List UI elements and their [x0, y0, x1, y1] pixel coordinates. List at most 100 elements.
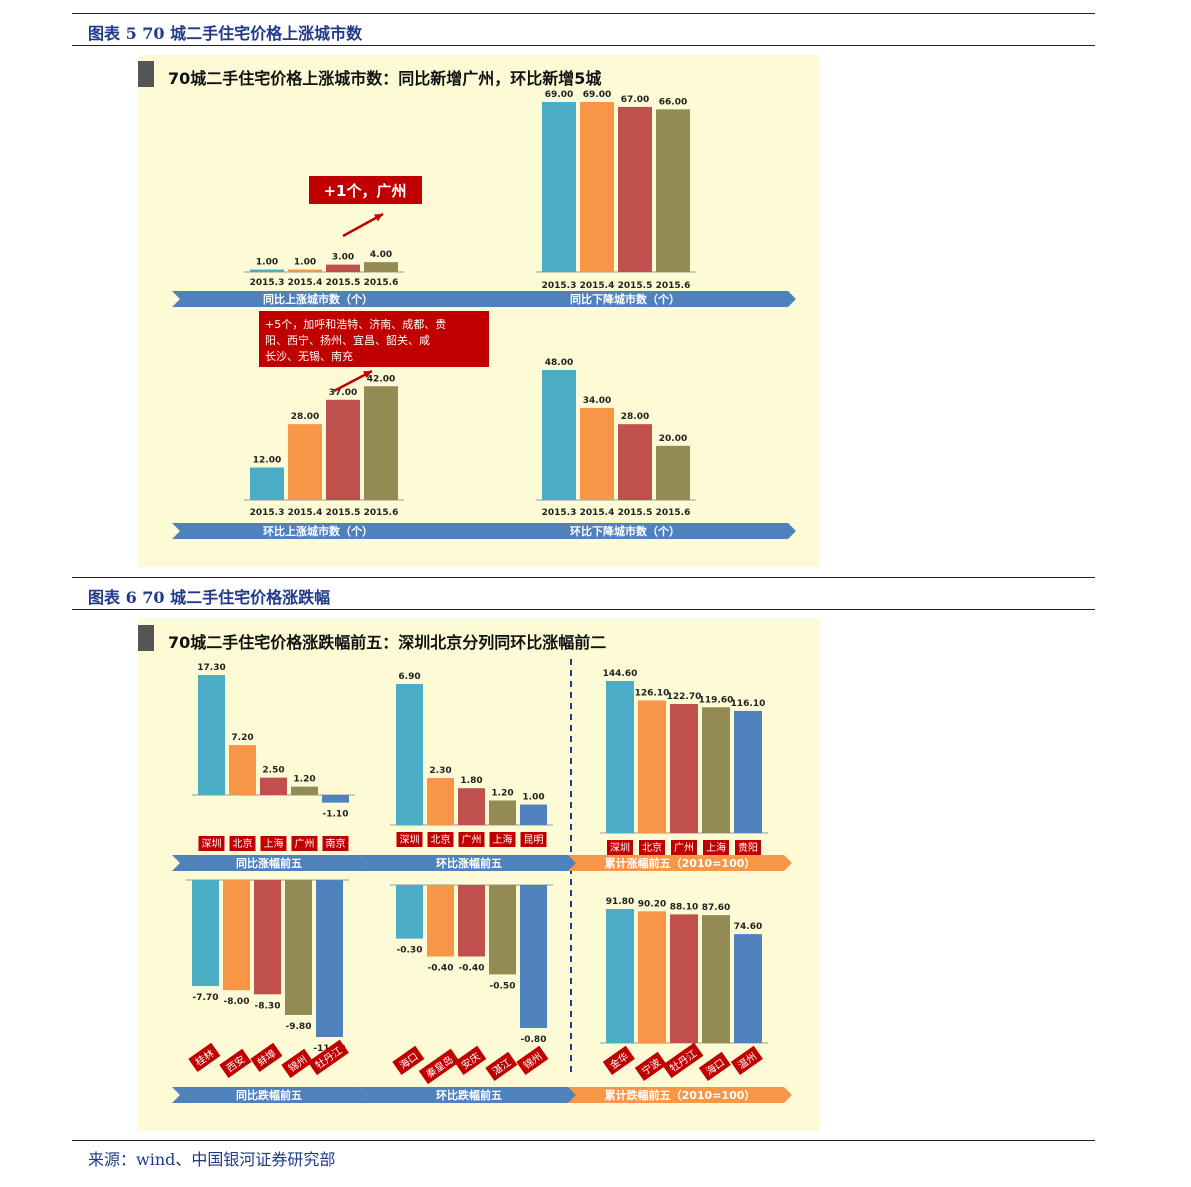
yoy-rise-top5-tick-label: 北京: [233, 837, 253, 850]
mom-rise-top5-data-label: 1.20: [491, 788, 513, 798]
mom-fall-top5-bar: [396, 885, 423, 939]
cum-rise-top5-bar: [702, 707, 730, 833]
figure5-caption-rule: [72, 45, 1095, 46]
mom-up-band-label: 环比上涨城市数（个）: [263, 524, 373, 538]
yoy-down-tick-label: 2015.5: [618, 281, 653, 291]
mom-up-data-label: 42.00: [367, 374, 395, 384]
cum-rise-top5-data-label: 126.10: [635, 688, 670, 698]
yoy-rise-top5-band-label: 同比涨幅前五: [236, 856, 302, 870]
yoy-down-bar: [618, 106, 652, 272]
yoy-rise-top5-tick-label: 南京: [326, 837, 346, 850]
mom-up-tick-label: 2015.5: [326, 508, 361, 518]
mom-fall-top5-bar: [458, 885, 485, 957]
yoy-rise-top5-data-label: -1.10: [323, 810, 349, 820]
yoy-down-data-label: 69.00: [583, 90, 611, 100]
yoy-down-data-label: 67.00: [621, 95, 649, 105]
figure5-title-mark: [138, 61, 154, 87]
mom-fall-top5-tick-group: 秦皇岛: [418, 1048, 460, 1085]
callout-mom-text: 长沙、无锡、南充: [265, 349, 353, 363]
cum-fall-top5-bar: [734, 934, 762, 1043]
yoy-fall-top5-data-label: -7.70: [193, 993, 219, 1003]
yoy-rise-top5-bar: [322, 795, 349, 803]
yoy-up-band: [172, 291, 464, 307]
mom-fall-top5-data-label: -0.30: [397, 946, 423, 956]
mom-down-band-label: 环比下降城市数（个）: [570, 524, 680, 538]
callout-mom-text: 阳、西宁、扬州、宜昌、韶关、咸: [265, 333, 430, 347]
cum-rise-top5-data-label: 144.60: [603, 669, 638, 679]
cum-fall-top5-bar: [606, 909, 634, 1043]
mom-up-bar: [326, 399, 360, 500]
yoy-fall-top5-band: [172, 1087, 366, 1103]
mom-down-data-label: 28.00: [621, 412, 649, 422]
cum-rise-top5-tick-label: 广州: [674, 842, 694, 854]
yoy-rise-top5-data-label: 7.20: [231, 733, 253, 743]
figure5-panel: 70城二手住宅价格上涨城市数：同比新增广州，环比新增5城 1.00 2015.3 1…: [138, 55, 820, 567]
yoy-fall-top5-tick-box: [307, 1039, 349, 1076]
mom-rise-top5-tick-box: [396, 832, 423, 847]
yoy-fall-top5-tick-group: 桂林: [188, 1042, 221, 1072]
mom-rise-top5-band: [358, 855, 580, 871]
figure6-caption-rule: [72, 609, 1095, 610]
cum-rise-top5-tick-label: 上海: [706, 841, 726, 854]
mom-down-data-label: 34.00: [583, 396, 611, 406]
bottom-rule: [72, 1140, 1095, 1141]
mom-fall-top5-bar: [489, 885, 516, 975]
yoy-down-tick-label: 2015.3: [542, 281, 577, 291]
cum-rise-top5-band-label: 累计涨幅前五（2010=100）: [605, 856, 756, 870]
yoy-rise-top5-tick-box: [322, 836, 349, 851]
mom-up-tick-label: 2015.6: [364, 508, 399, 518]
cum-rise-top5-bar: [606, 681, 634, 833]
figure6-panel-title: 70城二手住宅价格涨跌幅前五：深圳北京分列同环比涨幅前二: [168, 633, 607, 652]
mom-down-bar: [580, 407, 614, 500]
mom-fall-top5-data-label: -0.80: [521, 1035, 547, 1045]
mom-fall-top5-band: [358, 1087, 580, 1103]
mom-rise-top5-data-label: 2.30: [429, 766, 451, 776]
yoy-rise-top5-tick-box: [198, 836, 225, 851]
cum-fall-top5-band: [568, 1087, 792, 1103]
figure6-panel: 70城二手住宅价格涨跌幅前五：深圳北京分列同环比涨幅前二 17.30 深圳 7.20…: [138, 619, 820, 1131]
yoy-rise-top5-band: [172, 855, 366, 871]
callout-yoy-text: +1个，广州: [323, 182, 406, 200]
mom-rise-top5-bar: [489, 800, 516, 825]
cum-fall-top5-bar: [702, 915, 730, 1043]
yoy-rise-top5-tick-box: [260, 836, 287, 851]
mom-rise-top5-tick-label: 深圳: [400, 834, 420, 846]
yoy-fall-top5-band-label: 同比跌幅前五: [236, 1088, 302, 1102]
yoy-up-tick-label: 2015.3: [250, 278, 285, 288]
cum-rise-top5-data-label: 116.10: [731, 699, 766, 709]
yoy-rise-top5-tick-label: 广州: [295, 838, 315, 850]
mom-rise-top5-tick-label: 北京: [431, 833, 451, 846]
yoy-down-bar: [580, 102, 614, 272]
yoy-fall-top5-data-label: -8.00: [224, 997, 250, 1007]
yoy-fall-top5-tick-box: [188, 1042, 221, 1072]
figure6-title-mark: [138, 625, 154, 651]
cum-fall-top5-tick-box: [634, 1051, 667, 1081]
mom-down-tick-label: 2015.5: [618, 508, 653, 518]
yoy-down-band: [454, 291, 796, 307]
yoy-rise-top5-bar: [198, 675, 225, 795]
cum-fall-top5-tick-group: 牡丹江: [662, 1042, 704, 1079]
mom-rise-top5-bar: [396, 684, 423, 825]
yoy-down-bar: [542, 102, 576, 272]
mom-fall-top5-bar: [427, 885, 454, 957]
mom-fall-top5-data-label: -0.40: [428, 964, 454, 974]
mom-rise-top5-data-label: 1.00: [522, 793, 544, 803]
callout-yoy-box: [309, 176, 422, 204]
cum-rise-top5-tick-label: 北京: [642, 841, 662, 854]
mom-down-data-label: 20.00: [659, 434, 687, 444]
cum-rise-top5-tick-box: [703, 840, 729, 855]
cum-fall-top5-band-label: 累计跌幅前五（2010=100）: [605, 1088, 756, 1102]
mom-down-tick-label: 2015.6: [656, 508, 691, 518]
yoy-up-data-label: 3.00: [332, 253, 354, 263]
mom-up-tick-label: 2015.3: [250, 508, 285, 518]
yoy-up-data-label: 1.00: [256, 258, 278, 268]
mom-rise-top5-bar: [520, 804, 547, 825]
mom-down-data-label: 48.00: [545, 358, 573, 368]
cum-fall-top5-bar: [638, 911, 666, 1043]
yoy-fall-top5-data-label: -8.30: [255, 1001, 281, 1011]
mom-rise-top5-band-label: 环比涨幅前五: [436, 856, 502, 870]
yoy-up-bar: [288, 269, 322, 272]
cum-rise-top5-data-label: 122.70: [667, 692, 702, 702]
mom-fall-top5-tick-box: [418, 1048, 460, 1085]
yoy-fall-top5-tick-box: [281, 1048, 314, 1078]
